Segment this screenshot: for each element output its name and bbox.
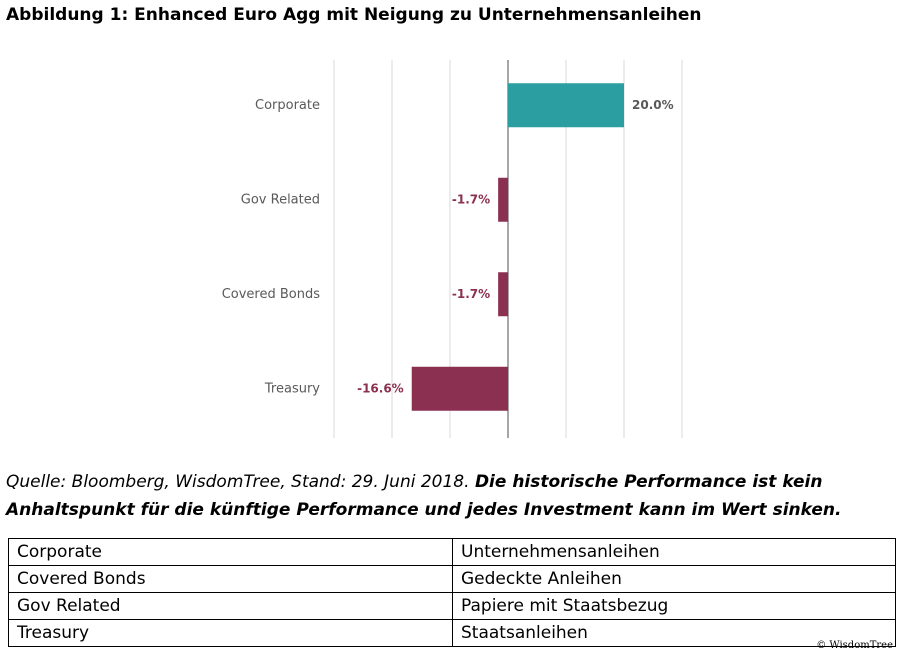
table-row: Covered Bonds Gedeckte Anleihen	[8, 565, 896, 593]
value-label: 20.0%	[632, 98, 674, 112]
value-label: -1.7%	[452, 192, 490, 206]
table-cell: Corporate	[8, 538, 453, 566]
table-cell: Covered Bonds	[8, 565, 453, 593]
category-label: Gov Related	[241, 192, 320, 207]
bar	[498, 177, 508, 222]
table-row: Corporate Unternehmensanleihen	[8, 538, 896, 566]
bar	[498, 272, 508, 317]
disclaimer: Die historische Performance ist kein Anh…	[6, 472, 842, 520]
category-label: Corporate	[255, 98, 320, 113]
category-label: Covered Bonds	[222, 287, 321, 302]
table-cell: Papiere mit Staatsbezug	[452, 592, 896, 620]
footer: © WisdomTree	[816, 640, 893, 651]
chart: Abbildung 1: Enhanced Euro Agg mit Neigu…	[6, 5, 702, 438]
value-label: -16.6%	[357, 381, 404, 395]
table-cell: Unternehmensanleihen	[452, 538, 896, 566]
bar	[411, 366, 508, 411]
table-row: Gov Related Papiere mit Staatsbezug	[8, 592, 896, 620]
category-label: Treasury	[264, 381, 320, 396]
table-cell: Treasury	[8, 619, 453, 647]
caption: Quelle: Bloomberg, WisdomTree, Stand: 29…	[6, 468, 896, 524]
table-cell: Gedeckte Anleihen	[452, 565, 896, 593]
source: Quelle: Bloomberg, WisdomTree, Stand: 29…	[6, 472, 470, 492]
chart-title: Abbildung 1: Enhanced Euro Agg mit Neigu…	[6, 5, 702, 25]
value-label: -1.7%	[452, 287, 490, 301]
glossary-table: Corporate Unternehmensanleihen Covered Bon…	[8, 538, 896, 647]
table-cell: Staatsanleihen	[452, 619, 896, 647]
table-row: Treasury Staatsanleihen	[8, 619, 896, 647]
bar	[508, 83, 624, 128]
table-cell: Gov Related	[8, 592, 453, 620]
